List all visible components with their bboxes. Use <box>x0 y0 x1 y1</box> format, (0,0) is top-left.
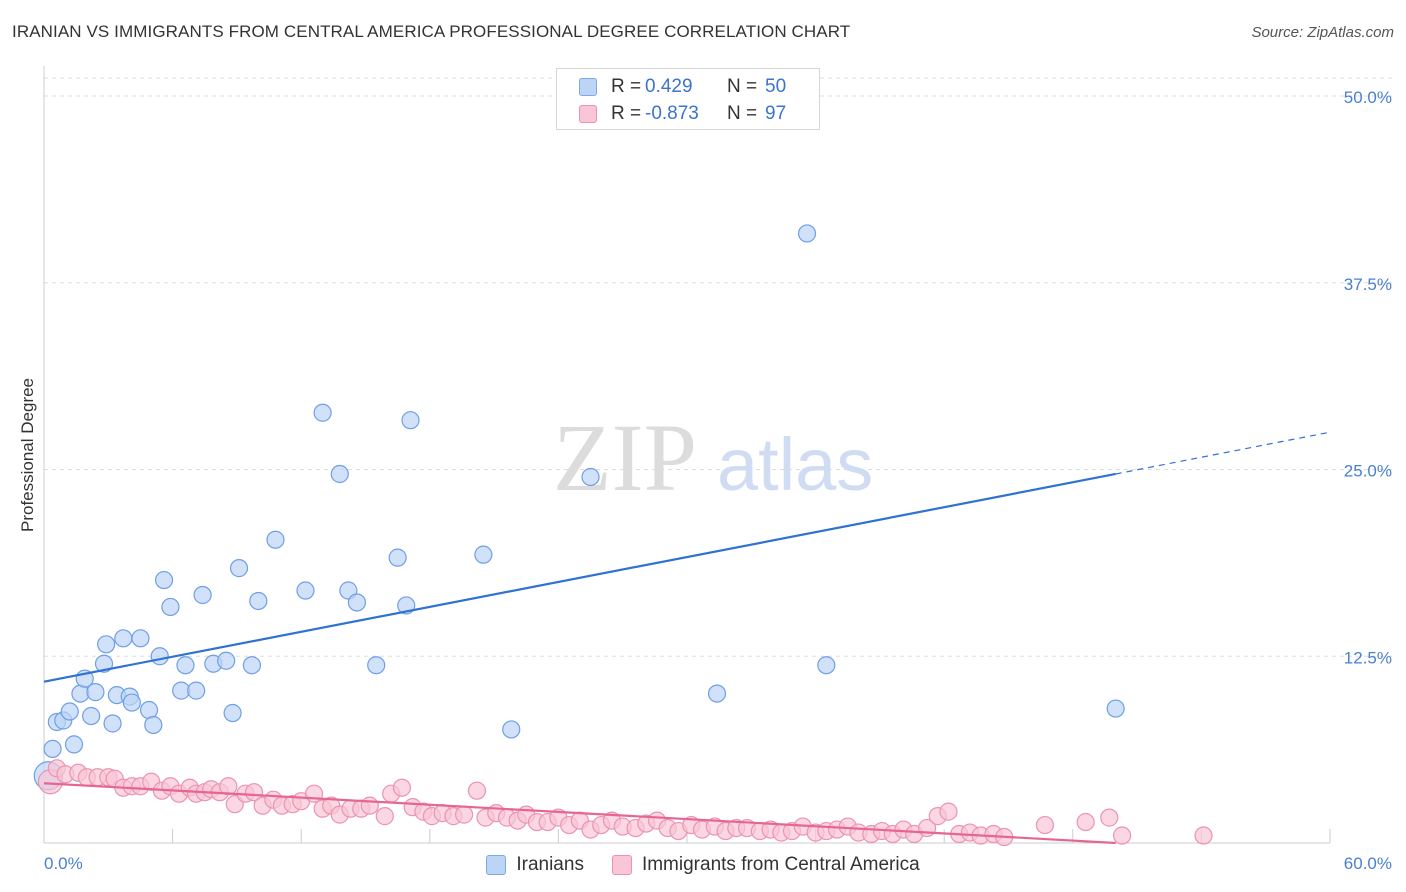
iranians-point <box>817 656 836 675</box>
y-tick-label: 37.5% <box>1344 275 1392 294</box>
central-america-point <box>467 781 487 800</box>
iranians-point <box>71 684 90 703</box>
iranians-point <box>388 548 407 567</box>
iranians-point <box>249 591 268 611</box>
legend-item-central-america[interactable]: Immigrants from Central America <box>611 854 920 876</box>
r-key: R = <box>611 103 642 124</box>
iranians-point <box>97 635 116 654</box>
iranians-point <box>313 403 332 422</box>
y-tick-label: 12.5% <box>1344 648 1392 667</box>
iranians-point <box>296 581 315 600</box>
iranians-point <box>103 714 122 733</box>
central-america-point <box>1076 812 1095 832</box>
iranians-point <box>154 570 174 590</box>
n-key: N = <box>727 103 758 124</box>
iranians-point <box>367 656 386 675</box>
r-key: R = <box>611 76 642 97</box>
y-tick-label: 50.0% <box>1344 88 1392 107</box>
iranians-trend-line <box>43 472 1116 683</box>
iranians-point <box>131 629 150 648</box>
tick-labels: 12.5% 25.0% 37.5% 50.0% 0.0% 60.0% <box>44 88 1392 873</box>
central-america-point <box>392 778 412 797</box>
iranians-trend-extension <box>1115 431 1331 475</box>
iranians-point <box>266 530 285 549</box>
iranians-point <box>176 656 195 675</box>
stats-row-central-america: R = -0.873 N = 97 <box>557 101 786 127</box>
iranians-point <box>60 702 79 721</box>
iranians-point <box>122 693 141 712</box>
iranians-swatch <box>579 78 597 96</box>
stats-row-iranians: R = 0.429 N = 50 <box>557 74 786 100</box>
iranians-point <box>581 467 600 487</box>
central-america-swatch <box>611 855 632 875</box>
n-value: 50 <box>765 76 787 97</box>
iranians-point <box>82 706 101 726</box>
central-america-point <box>360 796 379 815</box>
iranians-point <box>347 593 367 612</box>
iranians-point <box>223 703 242 723</box>
chart-title: IRANIAN VS IMMIGRANTS FROM CENTRAL AMERI… <box>12 22 851 41</box>
y-tick-label: 25.0% <box>1344 462 1392 481</box>
central-america-point <box>1035 815 1055 835</box>
iranians-point <box>43 739 62 758</box>
x-tick-label: 60.0% <box>1344 854 1392 873</box>
iranians-point <box>797 224 817 243</box>
watermark-atlas: atlas <box>717 423 873 506</box>
iranians-point <box>502 720 521 739</box>
central-america-point <box>219 777 238 796</box>
legend-label: Iranians <box>516 854 584 875</box>
iranians-point <box>193 585 212 605</box>
iranians-point <box>139 700 159 720</box>
legend-label: Immigrants from Central America <box>641 854 920 875</box>
stats-box: R = 0.429 N = 50 R = -0.873 N = 97 <box>556 68 820 130</box>
iranians-point <box>229 559 249 578</box>
central-america-trend-line <box>43 782 1116 845</box>
central-america-point <box>244 783 264 802</box>
central-america-point <box>1194 826 1213 845</box>
iranians-point <box>1106 699 1125 718</box>
n-value: 97 <box>765 103 787 124</box>
r-value: -0.873 <box>645 103 699 124</box>
iranians-point <box>64 735 84 754</box>
data-points <box>33 224 1213 847</box>
iranians-point <box>242 656 262 675</box>
iranians-point <box>474 545 493 564</box>
iranians-point <box>161 597 180 617</box>
legend-item-iranians[interactable]: Iranians <box>486 854 584 876</box>
x-tick-label: 0.0% <box>44 854 83 873</box>
r-value: 0.429 <box>645 76 693 97</box>
central-america-point <box>1112 826 1132 845</box>
n-key: N = <box>727 76 758 97</box>
iranians-point <box>86 683 105 702</box>
iranians-point <box>94 654 114 673</box>
central-america-point <box>454 805 474 824</box>
source-label: Source: ZipAtlas.com <box>1251 24 1394 41</box>
central-america-point <box>375 807 394 826</box>
iranians-point <box>401 411 420 430</box>
iranians-point <box>144 715 163 735</box>
central-america-point <box>939 802 958 821</box>
iranians-point <box>114 629 133 648</box>
iranians-point <box>330 464 349 484</box>
central-america-swatch <box>579 105 597 123</box>
iranians-point <box>217 651 236 670</box>
trend-lines <box>43 431 1331 845</box>
watermark-zip: ZIP <box>553 404 697 511</box>
iranians-swatch <box>486 855 507 875</box>
iranians-point <box>187 681 206 700</box>
legend: Iranians Immigrants from Central America <box>0 852 1406 878</box>
iranians-point <box>707 684 727 703</box>
iranians-point <box>150 647 169 666</box>
central-america-point <box>1100 808 1119 827</box>
